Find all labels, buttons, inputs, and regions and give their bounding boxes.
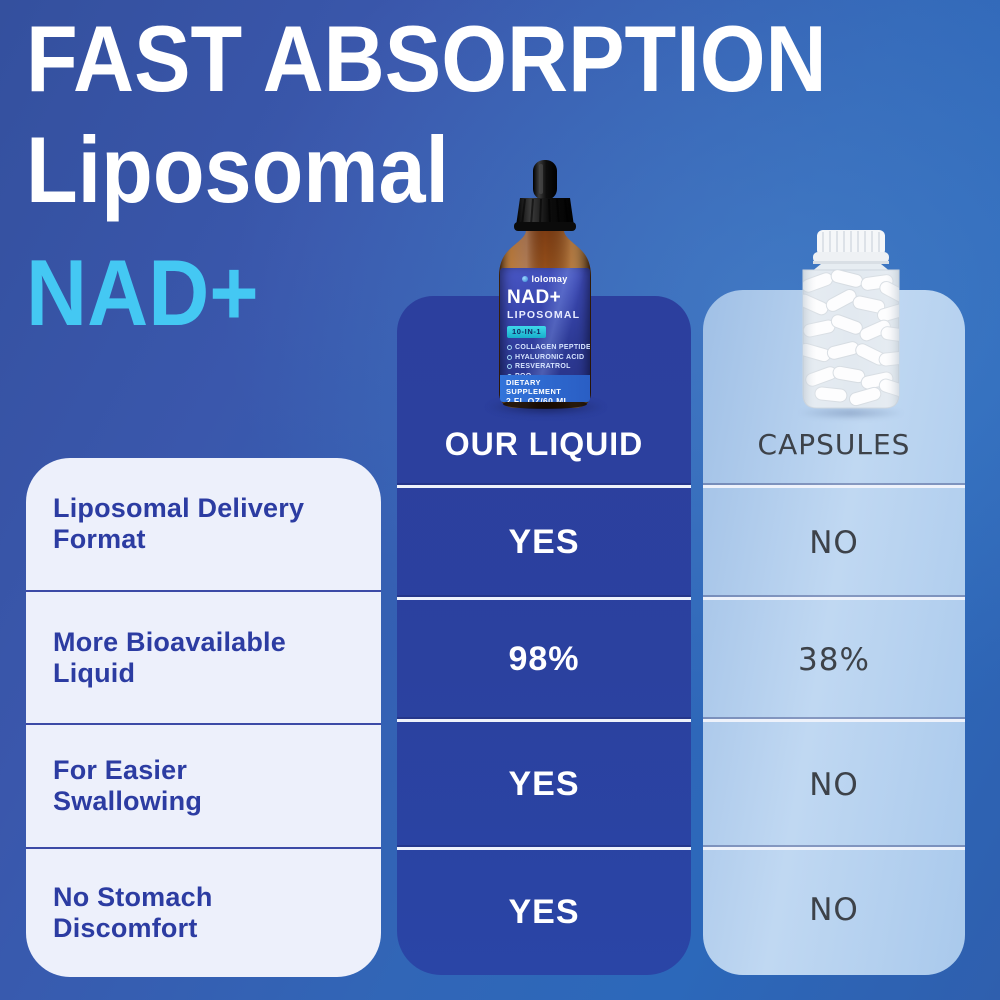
liquid-value: YES [508, 893, 580, 931]
ingredient-item: RESVERATROL [507, 363, 590, 370]
feature-row-no-stomach-discomfort: No Stomach Discomfort [26, 847, 381, 977]
feature-text: Discomfort [53, 913, 198, 943]
ingredient-text: COLLAGEN PEPTIDE [515, 344, 590, 351]
liquid-column-header: OUR LIQUID [397, 296, 691, 485]
brand-row: lolomay [500, 274, 590, 284]
liquid-value: YES [508, 523, 580, 561]
ingredient-text: RESVERATROL [515, 363, 571, 370]
capsules-value-cell: NO [703, 719, 965, 847]
feature-text: Liquid [53, 657, 136, 688]
capsules-value: NO [809, 892, 859, 928]
brand-logo-icon [522, 276, 529, 282]
ingredient-text: HYALURONIC ACID [515, 353, 585, 361]
capsules-column-header-label: CAPSULES [757, 428, 911, 461]
feature-row-easier-swallowing: For Easier Swallowing [26, 723, 381, 847]
feature-text: More Bioavailable [53, 626, 286, 657]
feature-text: Liposomal Delivery [53, 493, 305, 523]
feature-text: No Stomach [53, 882, 213, 912]
liquid-value: YES [508, 765, 580, 803]
feature-panel: Liposomal Delivery Format More Bioavaila… [26, 458, 381, 977]
liquid-value-cell: YES [397, 719, 691, 847]
feature-row-more-bioavailable: More Bioavailable Liquid [26, 590, 381, 723]
label-product-name: NAD+ [507, 287, 562, 308]
dropper-pipette-bulb [533, 160, 557, 200]
capsules-value-cell: NO [703, 485, 965, 597]
headline-line-1: FAST ABSORPTION [26, 6, 827, 111]
capsule-bottle-illustration [802, 230, 900, 409]
label-product-form: LIPOSOMAL [507, 309, 581, 321]
brand-name: lolomay [531, 274, 568, 284]
capsule-bottle-shadow [798, 406, 904, 420]
liquid-value: 98% [508, 640, 580, 678]
headline-line-3: NAD+ [26, 240, 259, 345]
label-volume: 2 FL OZ/60 ML [506, 396, 570, 402]
liquid-column-header-label: OUR LIQUID [444, 426, 644, 462]
liquid-value-cell: 98% [397, 597, 691, 719]
liquid-value-cell: YES [397, 847, 691, 975]
feature-text: For Easier [53, 755, 188, 785]
ingredient-item: COLLAGEN PEPTIDE [507, 344, 590, 351]
liquid-value-cell: YES [397, 485, 691, 597]
label-badge: 10-IN-1 [507, 325, 547, 338]
headline-line-2: Liposomal [26, 117, 450, 222]
feature-text: Format [53, 524, 146, 554]
label-bottom-band: DIETARY SUPPLEMENT 2 FL OZ/60 ML [500, 375, 590, 402]
feature-row-liposomal-delivery: Liposomal Delivery Format [26, 458, 381, 590]
capsules-value-cell: 38% [703, 597, 965, 719]
capsules-value: NO [809, 524, 859, 561]
capsules-value-cell: NO [703, 847, 965, 970]
capsules-column-header: CAPSULES [703, 290, 965, 485]
feature-text: Swallowing [53, 786, 203, 816]
label-supplement-type: DIETARY SUPPLEMENT [506, 378, 562, 396]
ingredient-bullet-icon [507, 364, 512, 369]
ingredient-bullet-icon [507, 345, 512, 350]
capsules-value: NO [809, 766, 859, 803]
ingredient-item: HYALURONIC ACID [507, 354, 590, 361]
ingredient-bullet-icon [507, 354, 512, 360]
product-label: lolomay NAD+ LIPOSOMAL 10-IN-1 COLLAGEN … [500, 268, 590, 402]
capsules-value: 38% [798, 641, 870, 678]
